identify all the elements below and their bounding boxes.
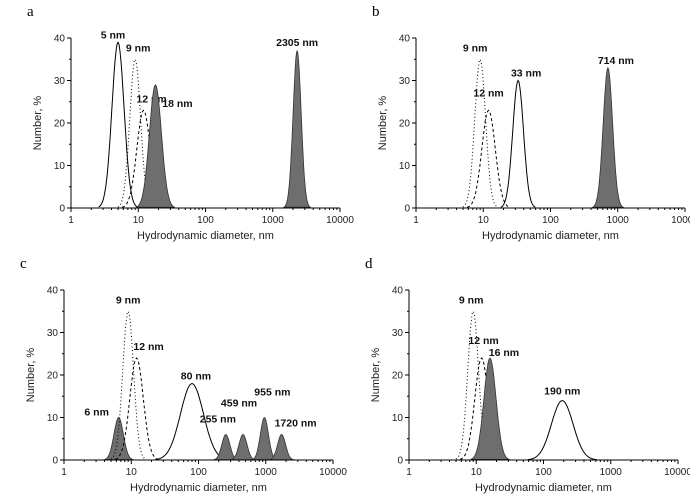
y-tick-label: 10: [47, 413, 59, 424]
peak-solid: [98, 41, 138, 208]
y-tick-label: 10: [399, 161, 411, 172]
y-axis-label: Number, %: [377, 96, 389, 151]
peak-solid: [527, 399, 597, 461]
panel-label: c: [20, 256, 27, 272]
y-tick-label: 0: [52, 456, 58, 467]
peak-solid: [155, 382, 229, 460]
y-tick-label: 0: [404, 204, 410, 215]
x-tick-label: 100: [542, 215, 559, 226]
peak-label: 12 nm: [136, 93, 166, 105]
y-axis-label: Number, %: [370, 348, 382, 403]
peak-label: 190 nm: [544, 386, 580, 398]
y-axis-label: Number, %: [25, 348, 37, 403]
peak-label: 9 nm: [463, 42, 488, 54]
x-tick-label: 1000: [262, 215, 285, 226]
peak-label: 12 nm: [473, 87, 503, 99]
peak-filled: [591, 66, 625, 208]
peak-filled: [135, 84, 175, 208]
y-tick-label: 30: [54, 76, 66, 87]
peak-filled: [230, 434, 256, 461]
peak-label: 2305 nm: [276, 37, 318, 49]
y-tick-label: 40: [399, 34, 411, 45]
peak-label: 5 nm: [101, 29, 126, 41]
x-tick-label: 10: [133, 215, 145, 226]
panel-label: b: [372, 4, 380, 20]
x-tick-label: 1: [413, 215, 419, 226]
y-tick-label: 10: [54, 161, 66, 172]
y-tick-label: 10: [392, 413, 404, 424]
x-tick-label: 10000: [326, 215, 354, 226]
y-tick-label: 40: [47, 286, 59, 297]
peak-label: 16 nm: [489, 347, 519, 359]
x-axis-label: Hydrodynamic diameter, nm: [130, 482, 267, 494]
y-tick-label: 20: [399, 119, 411, 130]
x-axis-label: Hydrodynamic diameter, nm: [475, 482, 612, 494]
panel-label: a: [27, 4, 34, 20]
x-tick-label: 1: [406, 467, 412, 478]
x-tick-label: 10000: [319, 467, 347, 478]
peak-label: 12 nm: [133, 341, 163, 353]
panel-label: d: [365, 256, 373, 272]
x-tick-label: 10: [478, 215, 490, 226]
y-tick-label: 20: [392, 371, 404, 382]
peak-label: 12 nm: [468, 335, 498, 347]
y-tick-label: 30: [47, 328, 59, 339]
peak-label: 1720 nm: [275, 418, 317, 430]
peak-label: 459 nm: [221, 398, 257, 410]
peak-filled: [103, 417, 134, 461]
x-tick-label: 10: [126, 467, 138, 478]
x-tick-label: 100: [535, 467, 552, 478]
peak-filled: [268, 434, 295, 461]
peak-label: 714 nm: [598, 55, 634, 67]
y-tick-label: 30: [392, 328, 404, 339]
x-tick-label: 100: [190, 467, 207, 478]
peak-label: 18 nm: [162, 98, 192, 110]
peak-dashed: [466, 109, 511, 208]
y-tick-label: 0: [59, 204, 65, 215]
x-tick-label: 10000: [671, 215, 690, 226]
peak-dashed: [121, 109, 166, 208]
peak-solid: [500, 79, 536, 208]
peak-filled: [283, 49, 312, 208]
peak-label: 80 nm: [181, 371, 211, 383]
y-tick-label: 40: [54, 34, 66, 45]
x-tick-label: 1: [68, 215, 74, 226]
x-tick-label: 100: [197, 215, 214, 226]
peak-dashed: [114, 357, 159, 460]
x-tick-label: 10000: [664, 467, 690, 478]
y-axis-label: Number, %: [32, 96, 44, 151]
peak-label: 9 nm: [126, 42, 151, 54]
y-tick-label: 30: [399, 76, 411, 87]
y-tick-label: 20: [47, 371, 59, 382]
y-tick-label: 0: [397, 456, 403, 467]
x-tick-label: 1000: [600, 467, 623, 478]
peak-label: 9 nm: [116, 294, 141, 306]
y-tick-label: 40: [392, 286, 404, 297]
panel-b: b 9 nm 12 nm 33 nm 714 nm 0 10 20 30 40 1 10 100 1000…: [372, 4, 690, 242]
x-axis-label: Hydrodynamic diameter, nm: [137, 230, 274, 242]
peak-filled: [251, 416, 278, 461]
peak-label: 955 nm: [254, 387, 290, 399]
peak-dotted: [462, 58, 498, 208]
peak-label: 6 nm: [84, 407, 109, 419]
peak-dotted: [110, 310, 146, 460]
peak-label: 9 nm: [459, 294, 484, 306]
y-tick-label: 20: [54, 119, 66, 130]
x-axis-label: Hydrodynamic diameter, nm: [482, 230, 619, 242]
x-tick-label: 10: [471, 467, 483, 478]
peak-label: 33 nm: [511, 68, 541, 80]
x-tick-label: 1: [61, 467, 67, 478]
x-tick-label: 1000: [255, 467, 278, 478]
peak-label: 255 nm: [200, 414, 236, 426]
x-tick-label: 1000: [607, 215, 630, 226]
peak-filled: [470, 357, 510, 460]
